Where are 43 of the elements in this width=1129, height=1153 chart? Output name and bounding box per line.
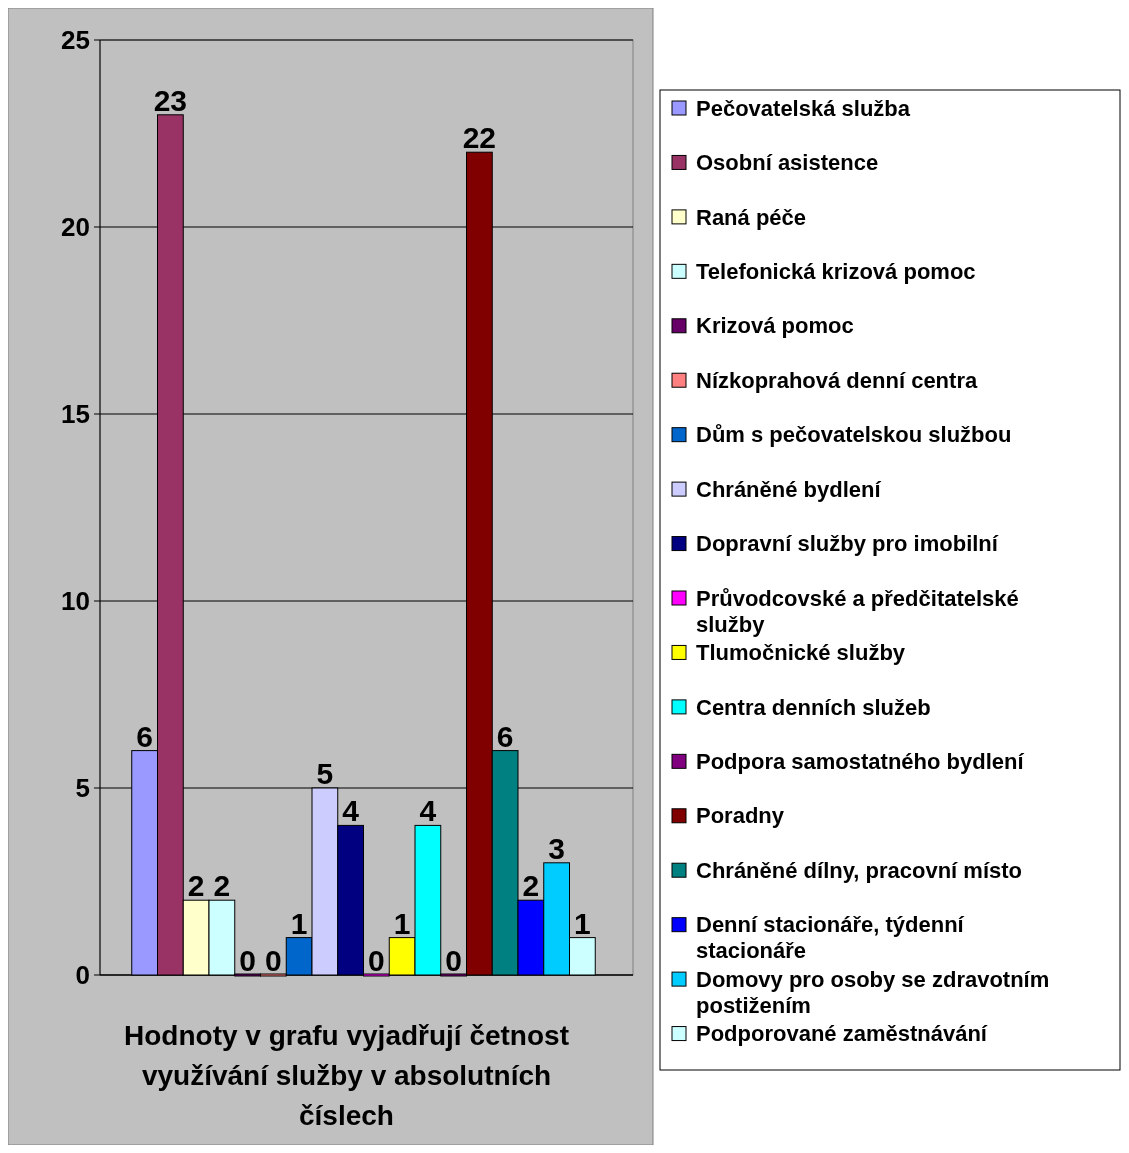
legend-label: Tlumočnické služby xyxy=(696,640,906,666)
legend-label: Chráněné bydlení xyxy=(696,476,882,502)
legend-label: Podpora samostatného bydlení xyxy=(696,749,1025,775)
data-label: 2 xyxy=(522,869,540,903)
legend-label: Centra denních služeb xyxy=(696,694,931,720)
data-label: 4 xyxy=(342,794,360,828)
legend-label: Pečovatelská služba xyxy=(696,95,911,121)
legend-label: Poradny xyxy=(696,803,785,829)
legend-label: Průvodcovské a předčitatelské služby xyxy=(696,585,1019,637)
x-axis-title: Hodnoty v grafu vyjadřují četnost využívání služby v absolutních číslech xyxy=(124,1020,569,1131)
data-label: 23 xyxy=(153,83,188,117)
data-label: 0 xyxy=(265,944,282,977)
data-label: 4 xyxy=(419,794,437,828)
legend-label: Nízkoprahová denní centra xyxy=(696,367,978,393)
legend-label: Telefonická krizová pomoc xyxy=(696,259,976,285)
y-tick-label: 25 xyxy=(61,25,90,56)
legend-label: Podporované zaměstnávání xyxy=(696,1021,988,1047)
data-label: 6 xyxy=(496,719,514,753)
legend-label: Denní stacionáře, týdenní stacionáře xyxy=(696,912,965,964)
y-tick-label: 20 xyxy=(61,212,90,243)
legend-label: Dům s pečovatelskou službou xyxy=(696,422,1012,448)
data-label: 0 xyxy=(445,944,462,977)
y-tick-label: 15 xyxy=(61,399,90,430)
data-label: 5 xyxy=(316,757,334,790)
legend-label: Chráněné dílny, pracovní místo xyxy=(696,857,1022,883)
data-label: 0 xyxy=(239,944,256,977)
legend-label: Dopravní služby pro imobilní xyxy=(696,531,999,557)
data-label: 3 xyxy=(548,831,565,865)
data-label: 1 xyxy=(393,906,411,940)
data-label: 0 xyxy=(368,944,385,977)
legend-label: Domovy pro osoby se zdravotním postižením xyxy=(696,966,1050,1018)
legend-label: Krizová pomoc xyxy=(696,313,854,339)
data-label: 1 xyxy=(290,906,308,940)
y-tick-label: 0 xyxy=(75,960,90,991)
legend-label: Raná péče xyxy=(696,204,807,230)
y-tick-label: 5 xyxy=(75,773,90,804)
data-label: 2 xyxy=(213,869,231,903)
data-label: 2 xyxy=(187,869,205,903)
data-label: 22 xyxy=(462,121,497,155)
legend-label: Osobní asistence xyxy=(696,150,879,176)
data-label: 6 xyxy=(136,719,153,753)
data-label: 1 xyxy=(574,906,591,940)
y-tick-label: 10 xyxy=(61,586,90,617)
